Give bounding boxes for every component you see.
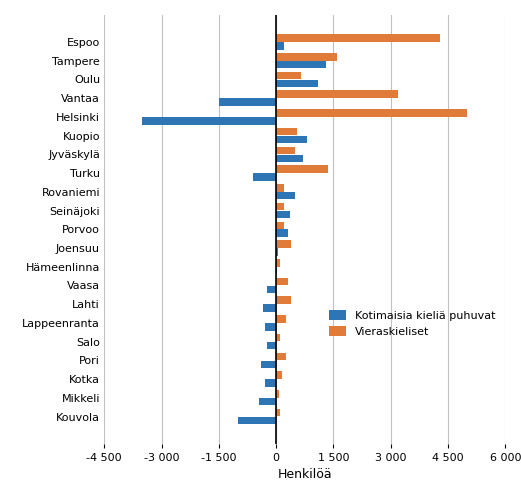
Bar — [276, 79, 318, 87]
X-axis label: Henkilöä: Henkilöä — [278, 468, 332, 481]
Bar — [276, 53, 337, 61]
Bar — [276, 61, 326, 69]
Bar — [276, 211, 290, 218]
Bar — [276, 35, 440, 42]
Bar — [276, 352, 286, 360]
Bar — [276, 203, 284, 211]
Bar — [276, 72, 301, 79]
Bar — [276, 409, 280, 416]
Bar — [263, 304, 276, 312]
Bar — [276, 371, 282, 379]
Bar — [142, 117, 276, 125]
Bar — [259, 398, 276, 405]
Bar — [276, 184, 284, 192]
Bar — [276, 165, 328, 173]
Bar — [276, 136, 307, 143]
Bar — [276, 229, 288, 237]
Bar — [276, 154, 303, 162]
Bar — [219, 98, 276, 106]
Bar — [276, 278, 288, 285]
Bar — [267, 342, 276, 350]
Bar — [276, 390, 279, 398]
Bar — [261, 360, 276, 368]
Bar — [276, 42, 284, 50]
Bar — [276, 91, 399, 98]
Bar — [267, 285, 276, 293]
Legend: Kotimaisia kieliä puhuvat, Vieraskieliset: Kotimaisia kieliä puhuvat, Vieraskielise… — [325, 306, 500, 342]
Bar — [265, 379, 276, 387]
Bar — [276, 315, 286, 323]
Bar — [276, 221, 284, 229]
Bar — [276, 109, 467, 117]
Bar — [253, 173, 276, 181]
Bar — [276, 259, 280, 267]
Bar — [276, 128, 297, 136]
Bar — [276, 192, 295, 200]
Bar — [238, 417, 276, 424]
Bar — [276, 296, 291, 304]
Bar — [276, 146, 295, 154]
Bar — [276, 248, 278, 256]
Bar — [276, 267, 277, 275]
Bar — [276, 334, 280, 342]
Bar — [265, 323, 276, 331]
Bar — [276, 240, 291, 248]
